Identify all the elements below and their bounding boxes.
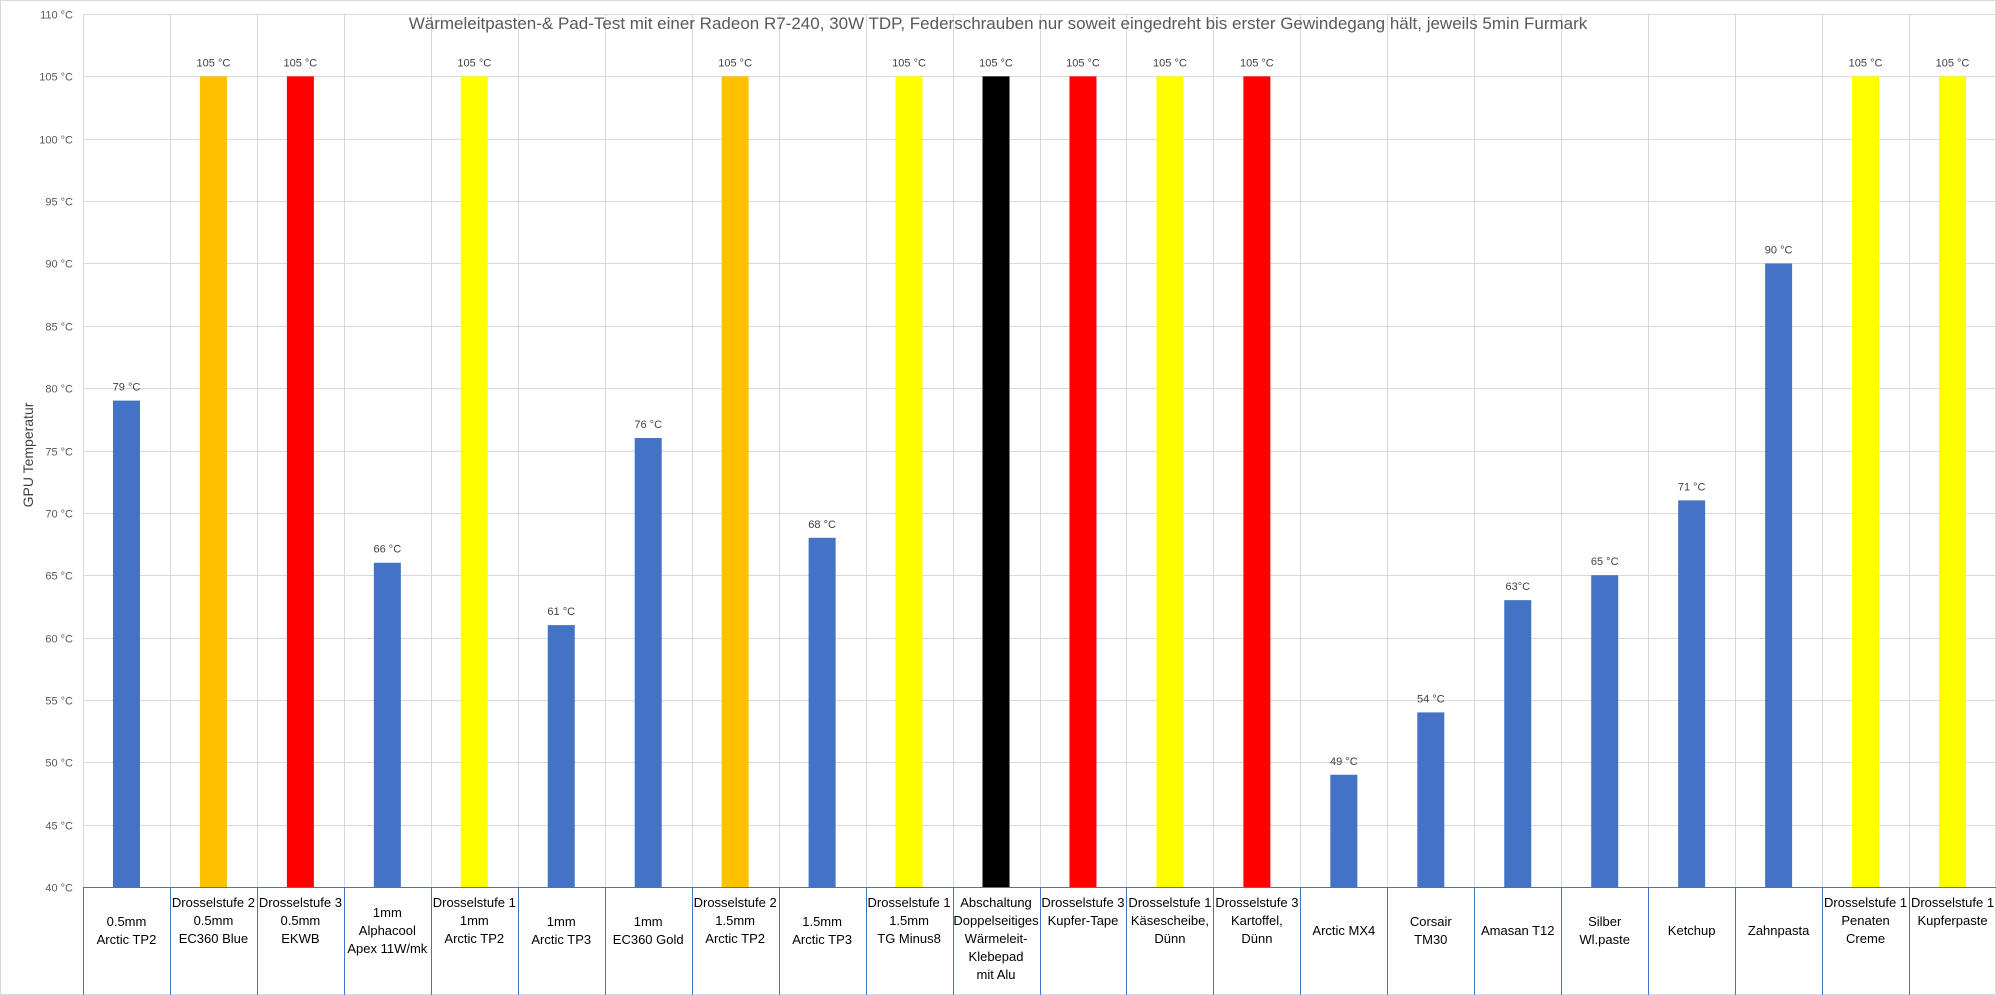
- bar-1: [112, 400, 140, 887]
- category-labels: 0.5mm Arctic TP2 Drosselstufe 2 0.5mm EC360 …: [97, 895, 1994, 982]
- bar-16: [1417, 712, 1445, 887]
- bar-7: [634, 438, 662, 887]
- data-label-2: 105 °C: [197, 57, 231, 69]
- data-label-19: 71 °C: [1678, 481, 1706, 493]
- bar-4: [373, 562, 401, 887]
- data-label-7: 76 °C: [634, 419, 662, 431]
- data-label-8: 105 °C: [718, 57, 752, 69]
- y-axis-label: GPU Temperatur: [20, 402, 36, 507]
- data-label-15: 49 °C: [1330, 756, 1358, 768]
- y-tick-label: 110 °C: [40, 10, 73, 22]
- data-label-18: 65 °C: [1591, 556, 1619, 568]
- bar-11: [982, 76, 1010, 888]
- y-tick-label: 75 °C: [45, 447, 73, 459]
- data-label-9: 68 °C: [808, 519, 836, 531]
- category-label-4: 1mm Alphacool Apex 11W/mk: [347, 905, 427, 956]
- category-label-15: Arctic MX4: [1312, 923, 1375, 938]
- bar-19: [1678, 500, 1706, 887]
- category-label-12: Drosselstufe 3 Kupfer-Tape: [1041, 895, 1124, 928]
- category-label-20: Zahnpasta: [1748, 923, 1810, 938]
- data-labels: 79 °C 105 °C 105 °C 66 °C 105 °C 61 °C 76 °C 10…: [113, 57, 1970, 767]
- bar-20: [1765, 263, 1793, 887]
- data-label-1: 79 °C: [113, 382, 141, 394]
- category-label-22: Drosselstufe 1 Kupferpaste: [1911, 895, 1994, 928]
- category-label-18: Silber Wl.paste: [1579, 914, 1630, 947]
- y-tick-label: 70 °C: [45, 509, 73, 521]
- y-tick-label: 80 °C: [45, 384, 73, 396]
- category-label-5: Drosselstufe 1 1mm Arctic TP2: [433, 895, 516, 946]
- bar-9: [808, 537, 836, 887]
- data-label-10: 105 °C: [892, 57, 926, 69]
- data-label-4: 66 °C: [374, 544, 402, 556]
- y-tick-label: 65 °C: [45, 571, 73, 583]
- y-tick-label: 45 °C: [45, 821, 73, 833]
- x-axis: [83, 887, 1996, 995]
- bars: [112, 76, 1967, 888]
- data-label-16: 54 °C: [1417, 693, 1445, 705]
- bar-2: [199, 76, 227, 888]
- data-label-14: 105 °C: [1240, 57, 1274, 69]
- category-label-10: Drosselstufe 1 1.5mm TG Minus8: [868, 895, 951, 946]
- category-label-21: Drosselstufe 1 Penaten Creme: [1824, 895, 1907, 946]
- y-tick-label: 105 °C: [39, 72, 73, 84]
- category-label-17: Amasan T12: [1481, 923, 1554, 938]
- data-label-21: 105 °C: [1849, 57, 1883, 69]
- y-tick-label: 100 °C: [39, 135, 73, 147]
- data-label-3: 105 °C: [284, 57, 318, 69]
- data-label-6: 61 °C: [547, 606, 575, 618]
- y-tick-label: 40 °C: [45, 883, 73, 895]
- category-label-9: 1.5mm Arctic TP3: [792, 914, 852, 947]
- bar-17: [1504, 600, 1532, 887]
- data-label-20: 90 °C: [1765, 244, 1793, 256]
- category-label-7: 1mm EC360 Gold: [613, 914, 684, 947]
- y-tick-label: 55 °C: [45, 696, 73, 708]
- bar-8: [721, 76, 749, 888]
- category-label-3: Drosselstufe 3 0.5mm EKWB: [259, 895, 342, 946]
- category-label-11: Abschaltung Doppelseitiges Wärmeleit-Klebe…: [953, 895, 1039, 982]
- category-label-2: Drosselstufe 2 0.5mm EC360 Blue: [172, 895, 255, 946]
- data-label-12: 105 °C: [1066, 57, 1100, 69]
- y-tick-label: 90 °C: [45, 259, 73, 271]
- category-label-6: 1mm Arctic TP3: [531, 914, 591, 947]
- data-label-17: 63°C: [1505, 581, 1530, 593]
- data-label-13: 105 °C: [1153, 57, 1187, 69]
- bar-22: [1939, 76, 1967, 888]
- bar-3: [286, 76, 314, 888]
- y-axis-ticks: 40 °C 45 °C 50 °C 55 °C 60 °C 65 °C 70 °C 75 °C…: [39, 10, 73, 895]
- bar-10: [895, 76, 923, 888]
- y-tick-label: 60 °C: [45, 634, 73, 646]
- y-tick-label: 85 °C: [45, 322, 73, 334]
- category-label-8: Drosselstufe 2 1.5mm Arctic TP2: [694, 895, 777, 946]
- category-label-14: Drosselstufe 3 Kartoffel, Dünn: [1215, 895, 1298, 946]
- data-label-11: 105 °C: [979, 57, 1013, 69]
- data-label-5: 105 °C: [457, 57, 491, 69]
- bar-14: [1243, 76, 1271, 888]
- data-label-22: 105 °C: [1936, 57, 1970, 69]
- chart-title: Wärmeleitpasten-& Pad-Test mit einer Rad…: [409, 14, 1588, 33]
- bar-6: [547, 625, 575, 887]
- y-tick-label: 50 °C: [45, 758, 73, 770]
- bar-21: [1852, 76, 1880, 888]
- category-label-13: Drosselstufe 1 Käsescheibe, Dünn: [1128, 895, 1211, 946]
- bar-13: [1156, 76, 1184, 888]
- bar-12: [1069, 76, 1097, 888]
- category-label-1: 0.5mm Arctic TP2: [97, 914, 157, 947]
- category-label-19: Ketchup: [1668, 923, 1716, 938]
- y-tick-label: 95 °C: [45, 197, 73, 209]
- bar-15: [1330, 774, 1358, 887]
- category-label-16: Corsair TM30: [1410, 914, 1453, 947]
- bar-18: [1591, 575, 1619, 887]
- bar-5: [460, 76, 488, 888]
